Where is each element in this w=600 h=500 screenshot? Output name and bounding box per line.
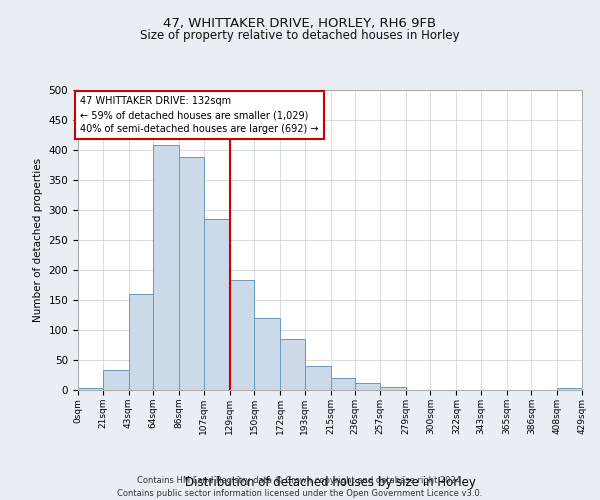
Text: Size of property relative to detached houses in Horley: Size of property relative to detached ho…	[140, 29, 460, 42]
Bar	[128, 294, 153, 390]
Bar	[179, 157, 204, 390]
Bar	[557, 388, 582, 390]
Bar	[78, 388, 103, 390]
Bar	[254, 318, 280, 390]
Bar	[380, 387, 406, 390]
Text: 47 WHITTAKER DRIVE: 132sqm
← 59% of detached houses are smaller (1,029)
40% of s: 47 WHITTAKER DRIVE: 132sqm ← 59% of deta…	[80, 96, 319, 134]
Y-axis label: Number of detached properties: Number of detached properties	[33, 158, 43, 322]
Bar	[355, 384, 380, 390]
Bar	[153, 145, 179, 390]
Bar	[230, 280, 254, 390]
Text: 47, WHITTAKER DRIVE, HORLEY, RH6 9FB: 47, WHITTAKER DRIVE, HORLEY, RH6 9FB	[163, 18, 437, 30]
Bar	[305, 366, 331, 390]
Bar	[103, 370, 128, 390]
X-axis label: Distribution of detached houses by size in Horley: Distribution of detached houses by size …	[185, 476, 475, 488]
Text: Contains HM Land Registry data © Crown copyright and database right 2024.
Contai: Contains HM Land Registry data © Crown c…	[118, 476, 482, 498]
Bar	[204, 219, 230, 390]
Bar	[280, 339, 305, 390]
Bar	[331, 378, 355, 390]
